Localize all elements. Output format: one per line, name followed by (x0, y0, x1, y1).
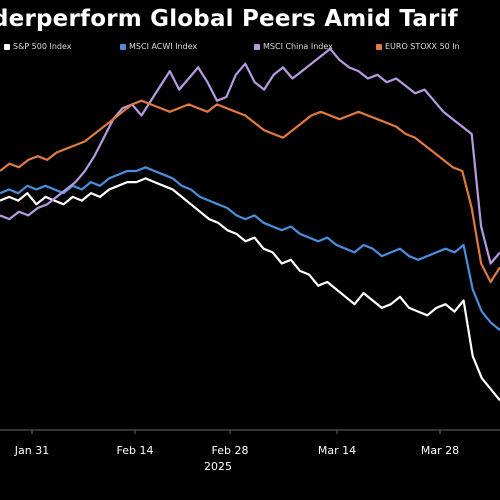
legend-swatch-eurostoxx (376, 43, 382, 50)
legend: S&P 500 Index MSCI ACWI Index MSCI China… (0, 40, 500, 58)
legend-item-sp500: S&P 500 Index (4, 42, 72, 51)
legend-label-china: MSCI China Index (263, 42, 333, 51)
x-tick-label: Mar 28 (421, 444, 459, 457)
series-line-sp500 (0, 177, 500, 402)
legend-label-sp500: S&P 500 Index (13, 42, 72, 51)
x-tick-label: Feb 14 (117, 444, 154, 457)
x-tick-label: Mar 14 (318, 444, 356, 457)
series-line-acwi (0, 166, 500, 331)
legend-swatch-sp500 (4, 43, 10, 50)
legend-item-acwi: MSCI ACWI Index (120, 42, 197, 51)
x-tick-label: Jan 31 (14, 444, 49, 457)
legend-swatch-china (254, 43, 260, 50)
legend-label-eurostoxx: EURO STOXX 50 In (385, 42, 460, 51)
legend-label-acwi: MSCI ACWI Index (129, 42, 198, 51)
series-line-china (0, 47, 500, 265)
legend-swatch-acwi (120, 43, 126, 50)
legend-item-china: MSCI China Index (254, 42, 333, 51)
x-axis-year-label: 2025 (204, 460, 232, 473)
legend-item-eurostoxx: EURO STOXX 50 In (376, 42, 460, 51)
chart-title: derperform Global Peers Amid Tarif (0, 6, 458, 32)
x-tick-label: Feb 28 (212, 444, 249, 457)
series-line-eurostoxx (0, 99, 500, 284)
